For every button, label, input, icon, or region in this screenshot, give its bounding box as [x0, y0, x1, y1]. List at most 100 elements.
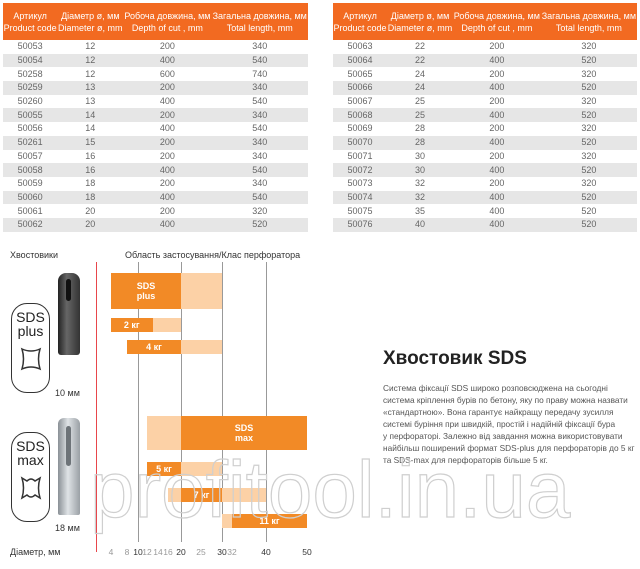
table-cell: 50075 [347, 205, 373, 216]
diameter-label: Діаметр, мм [10, 547, 61, 557]
table-cell: 50060 [3, 190, 58, 205]
table-cell: 16 [85, 150, 96, 161]
sds-max-logo: SDS max [11, 432, 50, 522]
bar-label: 2 кг [123, 320, 140, 330]
table-cell: 200 [123, 108, 212, 123]
table-row: 50067 25 200 320 [333, 95, 637, 109]
table-row: 50259 13 200 340 [3, 81, 308, 95]
table-cell: 200 [159, 150, 175, 161]
table-cell: 32 [415, 178, 426, 189]
tick-label: 4 [108, 547, 114, 557]
tick-label: 50 [302, 547, 312, 557]
tick-label: 30 [217, 547, 227, 557]
column-header: Робоча довжина, мм Depth of cut , mm [123, 3, 212, 40]
table-cell: 28 [387, 135, 453, 150]
table-cell: 50056 [17, 123, 43, 134]
table-cell: 12 [57, 53, 124, 68]
table-row: 50059 18 200 340 [3, 177, 308, 191]
table-row: 50074 32 400 520 [333, 190, 637, 205]
table-cell: 520 [211, 217, 308, 232]
table-cell: 50259 [3, 81, 58, 95]
table-cell: 200 [489, 41, 505, 52]
table-cell: 50058 [3, 163, 58, 177]
bar-segment [232, 514, 307, 528]
column-header: Робоча довжина, мм Depth of cut , mm [452, 3, 541, 40]
table-cell: 400 [452, 53, 541, 68]
bar-segment [181, 340, 222, 354]
application-label: Область застосування/Клас перфоратора [125, 250, 301, 260]
gridline [266, 262, 267, 542]
tick-label: 20 [176, 547, 186, 557]
bar-label: 7 кг [193, 490, 210, 500]
logo-text: SDS [16, 438, 45, 454]
table-row: 50076 40 400 520 [333, 217, 637, 232]
bar-segment [111, 318, 153, 332]
logo-text: SDS [16, 309, 45, 325]
table-cell: 50073 [347, 178, 373, 189]
table-cell: 340 [211, 108, 308, 123]
table-cell: 20 [57, 217, 124, 232]
table-cell: 12 [85, 68, 96, 79]
table-cell: 540 [211, 53, 308, 68]
table-cell: 520 [540, 108, 637, 123]
table-cell: 18 [85, 178, 96, 189]
table-cell: 340 [252, 178, 268, 189]
table-cell: 22 [387, 53, 453, 68]
tick-label: 12 [142, 547, 152, 557]
table-cell: 50055 [3, 108, 58, 123]
bar-segment [147, 462, 181, 476]
table-cell: 50071 [347, 150, 373, 161]
table-cell: 400 [452, 135, 541, 150]
table-cell: 400 [489, 205, 505, 216]
column-header: Загальна довжина, мм Total length, mm [540, 3, 637, 40]
bar-segment [181, 488, 222, 502]
table-cell: 25 [415, 96, 426, 107]
table-cell: 50261 [3, 135, 58, 150]
article-line: системі буріння при швидкій, простій і н… [383, 419, 616, 429]
table-cell: 50069 [347, 123, 373, 134]
article-line: система кріплення бурів по бетону, яку п… [383, 395, 628, 405]
table-row: 50064 22 400 520 [333, 53, 637, 68]
table-cell: 200 [489, 96, 505, 107]
table-cell: 340 [211, 81, 308, 95]
table-row: 50075 35 400 520 [333, 204, 637, 218]
table-cell: 14 [85, 123, 96, 134]
gridline [222, 262, 223, 542]
article-line: у перфораторі. Залежно від завдання можн… [383, 431, 623, 441]
table-cell: 320 [581, 41, 597, 52]
table-cell: 200 [489, 178, 505, 189]
article-line: Система фіксації SDS широко розповсюджен… [383, 383, 608, 393]
table-cell: 540 [211, 190, 308, 205]
table-cell: 13 [85, 96, 96, 107]
table-cell: 320 [581, 68, 597, 79]
column-header: Діаметр ø, мм Diameter ø, mm [387, 3, 453, 40]
bar-segment [168, 488, 181, 502]
table-cell: 200 [159, 178, 175, 189]
spec-table-right: Артикул Product code Діаметр ø, мм Diameter… [333, 3, 637, 232]
table-cell: 50070 [333, 135, 388, 150]
table-row: 50057 16 200 340 [3, 150, 308, 164]
table-cell: 50072 [333, 163, 388, 177]
table-row: 50060 18 400 540 [3, 190, 308, 205]
table-cell: 14 [57, 108, 124, 123]
table-cell: 30 [387, 163, 453, 177]
table-row: 50261 15 200 340 [3, 135, 308, 150]
table-cell: 50065 [347, 68, 373, 79]
tick-label: 16 [163, 547, 173, 557]
table-cell: 400 [452, 217, 541, 232]
table-cell: 32 [387, 190, 453, 205]
table-cell: 400 [123, 163, 212, 177]
table-cell: 40 [387, 217, 453, 232]
table-cell: 50063 [347, 41, 373, 52]
table-cell: 50066 [333, 81, 388, 95]
table-cell: 50258 [17, 68, 43, 79]
table-cell: 540 [211, 163, 308, 177]
table-cell: 400 [452, 108, 541, 123]
sds-plus-shank-image [58, 273, 80, 355]
table-row: 50072 30 400 520 [333, 163, 637, 177]
shank-profile-icon [20, 476, 41, 500]
table-row: 50055 14 200 340 [3, 108, 308, 123]
table-cell: 35 [415, 205, 426, 216]
zero-line [96, 262, 97, 552]
table-cell: 12 [85, 41, 96, 52]
